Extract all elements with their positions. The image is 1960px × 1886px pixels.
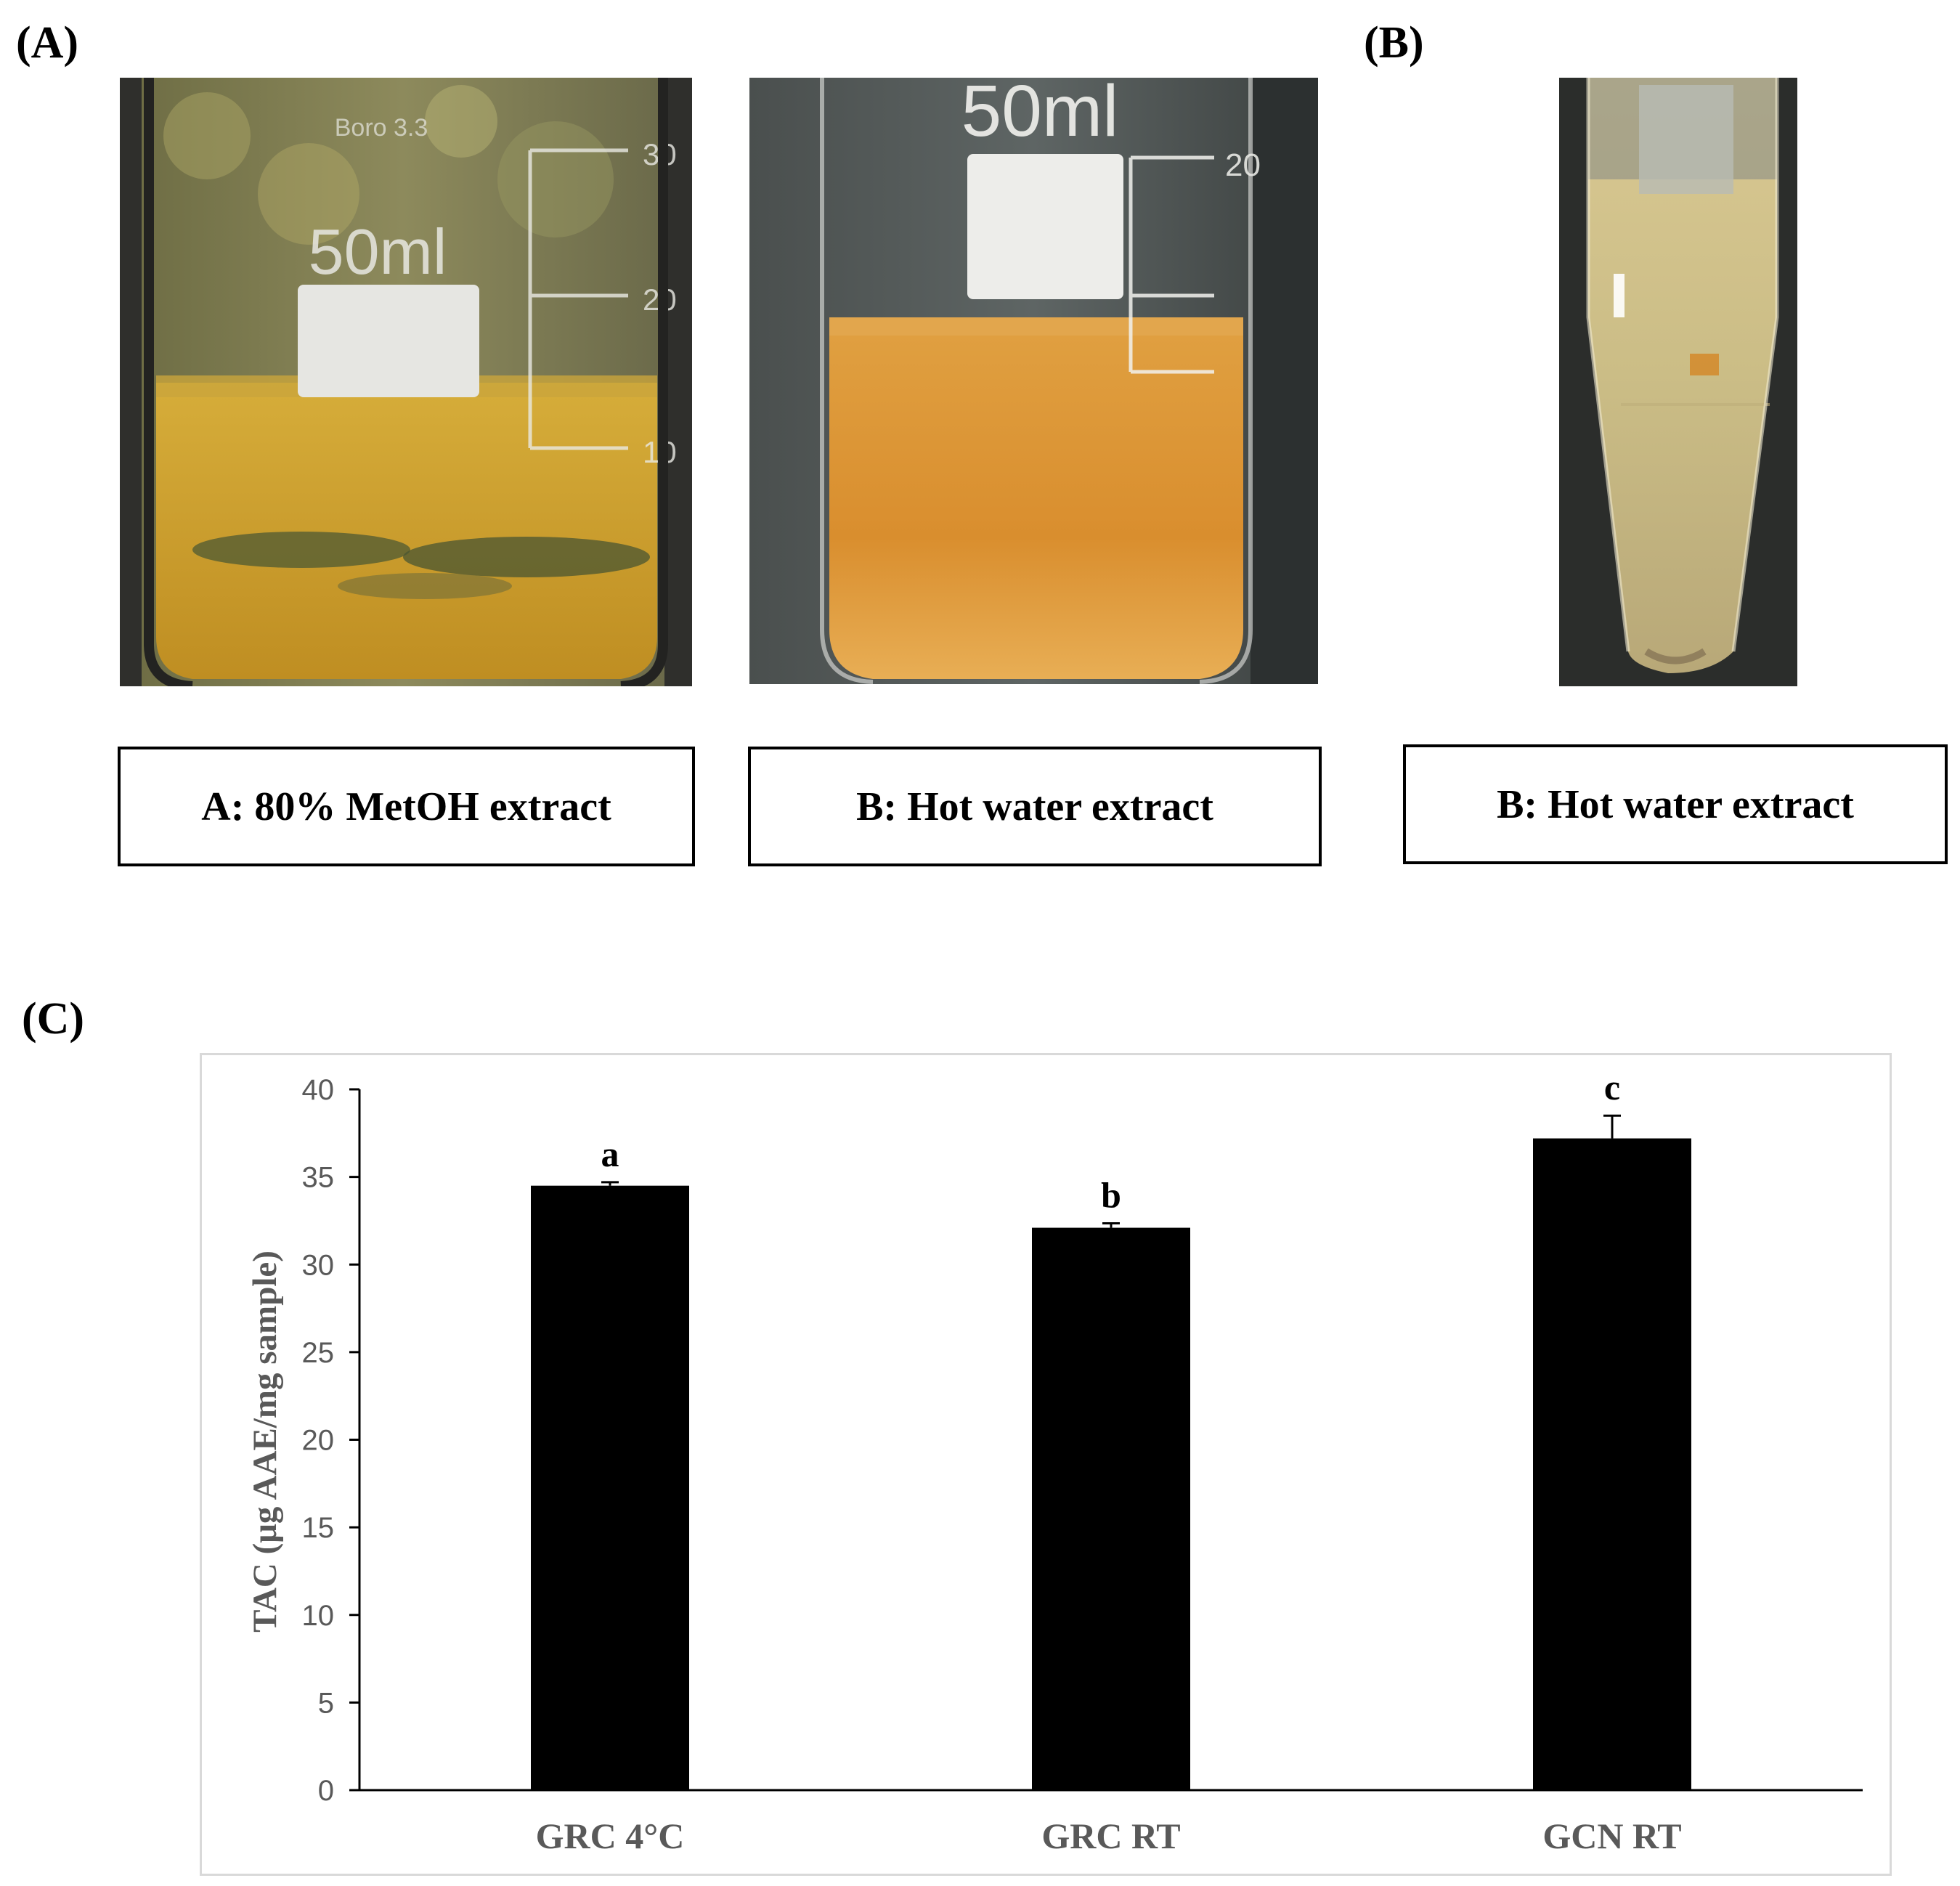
y-tick-label: 35 xyxy=(302,1162,335,1194)
y-tick-label: 5 xyxy=(318,1687,334,1719)
beaker2-volume-mark: 50ml xyxy=(961,78,1119,152)
methanol-extract-caption: A: 80% MetOH extract xyxy=(118,747,695,866)
hot-water-extract-tube-photo xyxy=(1559,78,1797,686)
y-axis-label: TAC (μg AAE/mg sample) xyxy=(246,1251,284,1633)
significance-label: c xyxy=(1604,1067,1620,1107)
y-tick-label: 0 xyxy=(318,1775,334,1807)
beaker2-scale-20: 20 xyxy=(1225,147,1261,183)
significance-label: a xyxy=(601,1134,619,1174)
panel-label-a: (A) xyxy=(16,18,79,68)
beaker1-volume-mark: 50ml xyxy=(309,216,447,288)
bar xyxy=(1533,1138,1691,1790)
y-tick-label: 15 xyxy=(302,1512,335,1544)
bar xyxy=(531,1185,689,1790)
hot-water-extract-caption: B: Hot water extract xyxy=(748,747,1322,866)
panel-label-b: (B) xyxy=(1364,18,1424,68)
y-tick-label: 40 xyxy=(302,1074,335,1106)
x-tick-label: GCN RT xyxy=(1542,1816,1681,1856)
panel-label-c: (C) xyxy=(22,994,85,1044)
tube-extract-caption: B: Hot water extract xyxy=(1403,744,1948,864)
x-tick-label: GRC 4°C xyxy=(536,1816,685,1856)
y-tick-label: 20 xyxy=(302,1425,335,1457)
beaker1-brand-mark: Boro 3.3 xyxy=(335,114,428,142)
x-tick-label: GRC RT xyxy=(1041,1816,1180,1856)
y-tick-label: 25 xyxy=(302,1337,335,1369)
hot-water-extract-beaker-photo: 50ml 20 xyxy=(749,78,1318,684)
y-tick-label: 30 xyxy=(302,1249,335,1281)
bar xyxy=(1032,1227,1190,1790)
y-tick-label: 10 xyxy=(302,1600,335,1632)
significance-label: b xyxy=(1101,1175,1121,1216)
methanol-extract-photo: 50ml Boro 3.3 30 20 10 xyxy=(120,78,692,686)
